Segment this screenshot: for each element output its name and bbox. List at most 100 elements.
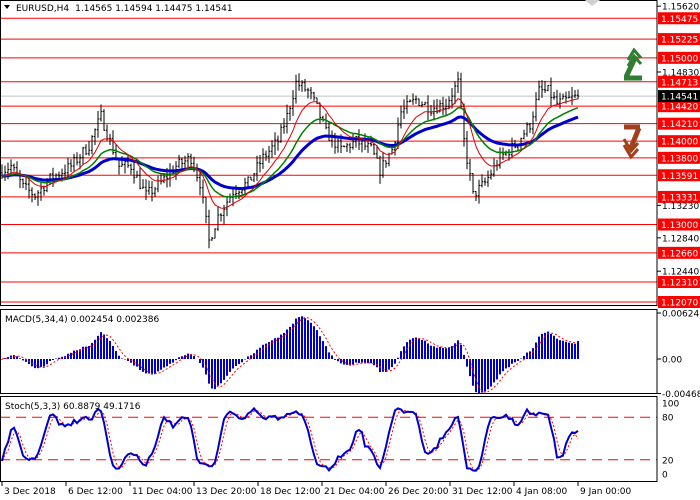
macd-histogram-bar <box>247 356 249 359</box>
macd-histogram-bar <box>115 350 117 359</box>
macd-histogram-bar <box>358 359 360 364</box>
macd-histogram-bar <box>547 331 549 359</box>
dropdown-triangle-icon[interactable] <box>4 5 10 9</box>
macd-histogram-bar <box>556 338 558 359</box>
macd-histogram-bar <box>154 359 156 374</box>
macd-histogram-bar <box>142 359 144 372</box>
macd-histogram-bar <box>148 359 150 374</box>
up-arrow-icon <box>623 47 643 81</box>
main-panel-frame <box>0 0 658 306</box>
macd-histogram-bar <box>397 357 399 359</box>
macd-histogram-bar <box>325 346 327 359</box>
stoch-tick-label: 100 <box>662 400 679 410</box>
macd-histogram-bar <box>265 343 267 359</box>
macd-histogram-bar <box>550 333 552 359</box>
macd-title: MACD(5,34,4) 0.002454 0.002386 <box>5 315 160 325</box>
macd-histogram-bar <box>31 359 33 367</box>
level-label: 1.14713 <box>661 78 698 88</box>
macd-histogram-bar <box>301 316 303 359</box>
macd-histogram-bar <box>121 358 123 359</box>
macd-histogram-bar <box>508 359 510 368</box>
macd-histogram-bar <box>139 359 141 371</box>
level-label-bg <box>658 12 700 25</box>
macd-histogram-bar <box>214 359 216 390</box>
macd-histogram-bar <box>127 359 129 361</box>
level-label: 1.12310 <box>661 279 698 289</box>
macd-histogram-bar <box>445 348 447 359</box>
price-tick-label: 1.13230 <box>662 202 699 212</box>
time-tick-label: 13 Dec 20:00 <box>196 487 257 497</box>
macd-histogram-bar <box>43 359 45 367</box>
macd-histogram-bar <box>136 359 138 367</box>
macd-histogram-bar <box>307 320 309 359</box>
level-label-bg <box>658 190 700 203</box>
macd-histogram-bar <box>403 346 405 359</box>
macd-histogram-bar <box>217 359 219 386</box>
macd-histogram-bar <box>190 354 192 359</box>
macd-histogram-bar <box>565 341 567 359</box>
macd-histogram-bar <box>463 354 465 359</box>
macd-histogram-bar <box>1 359 3 360</box>
moving-averages <box>1 98 579 209</box>
macd-histogram-bar <box>424 340 426 359</box>
macd-histogram-bar <box>346 359 348 365</box>
macd-histogram-bar <box>409 339 411 359</box>
level-label-bg <box>658 75 700 88</box>
macd-histogram-bar <box>73 350 75 359</box>
macd-histogram-bar <box>343 359 345 365</box>
macd-histogram-bar <box>538 336 540 359</box>
macd-histogram-bar <box>169 359 171 364</box>
macd-histogram-bar <box>541 333 543 359</box>
time-tick-label: 9 Jan 00:00 <box>580 487 632 497</box>
macd-histogram-bar <box>292 323 294 359</box>
macd-tick-label: -0.004686 <box>662 390 700 400</box>
down-arrow-icon <box>622 124 642 160</box>
macd-histogram-bar <box>376 359 378 368</box>
current-price-bg <box>658 90 700 103</box>
macd-histogram-bar <box>112 346 114 359</box>
price-bars <box>0 71 580 249</box>
macd-histogram-bar <box>553 335 555 359</box>
macd-histogram-bar <box>16 356 18 359</box>
macd-histogram-bar <box>232 359 234 369</box>
macd-histogram-bar <box>535 342 537 359</box>
level-label-bg <box>658 218 700 231</box>
level-label-bg <box>658 117 700 130</box>
macd-histogram-bar <box>52 359 54 360</box>
macd-histogram-bar <box>484 359 486 392</box>
macd-histogram-bar <box>322 341 324 359</box>
macd-histogram-bar <box>199 359 201 364</box>
macd-histogram-bar <box>478 359 480 394</box>
macd-histogram-bar <box>328 352 330 359</box>
macd-histogram-bar <box>82 346 84 359</box>
macd-histogram-bar <box>496 359 498 380</box>
level-label: 1.14420 <box>661 103 698 113</box>
macd-histogram-bar <box>451 346 453 359</box>
macd-histogram-bar <box>106 338 108 359</box>
ma-fast-line <box>1 98 579 209</box>
macd-histogram-bar <box>370 359 372 364</box>
macd-histogram-bar <box>163 359 165 368</box>
macd-histogram-bar <box>283 332 285 359</box>
macd-histogram-bar <box>574 343 576 359</box>
price-tick-label: 1.15620 <box>662 3 699 13</box>
macd-histogram-bar <box>517 359 519 361</box>
macd-histogram-bar <box>388 359 390 370</box>
macd-histogram-bar <box>4 358 6 359</box>
macd-histogram-bar <box>280 334 282 359</box>
macd-histogram-bar <box>460 344 462 359</box>
macd-histogram-bar <box>394 359 396 364</box>
macd-panel: 0.006243 0.00 -0.004686 <box>1 310 700 400</box>
macd-histogram-bar <box>76 350 78 359</box>
time-tick-label: 4 Jan 08:00 <box>516 487 568 497</box>
level-label-bg <box>658 246 700 259</box>
macd-histogram-bar <box>22 359 24 361</box>
macd-histogram-bar <box>268 342 270 359</box>
macd-histogram-bar <box>526 352 528 359</box>
macd-histogram-bar <box>298 317 300 359</box>
current-price-label: 1.14541 <box>661 93 698 103</box>
stochastic-panel: 100 80 20 0 <box>0 400 679 481</box>
macd-histogram-bar <box>172 359 174 363</box>
macd-panel-frame <box>0 309 658 394</box>
macd-histogram-bar <box>442 347 444 359</box>
